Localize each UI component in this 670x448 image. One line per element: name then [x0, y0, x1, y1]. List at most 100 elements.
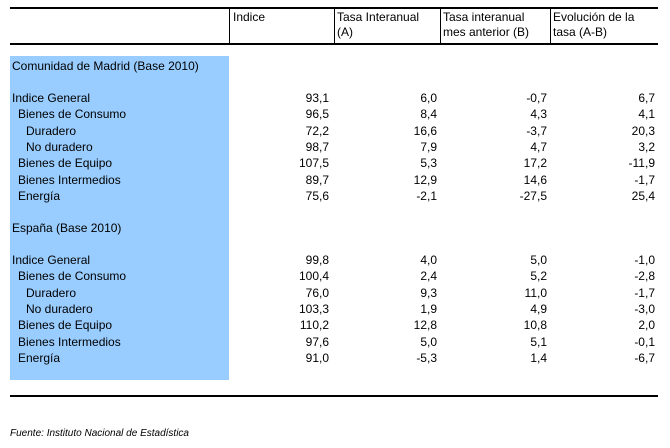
- value-cell: -5,3: [416, 350, 437, 365]
- value-cell: 14,6: [523, 172, 547, 187]
- value-cell: 16,6: [413, 123, 437, 138]
- value-cell: 9,3: [420, 285, 437, 300]
- value-cell: 12,9: [413, 172, 437, 187]
- value-cell: -11,9: [628, 156, 655, 171]
- value-cell: 91,0: [305, 350, 329, 365]
- row-label: Duradero: [26, 123, 77, 138]
- value-cell: -0,7: [526, 91, 547, 105]
- table-row: Bienes de Equipo 110,2 12,8 10,8 2,0: [0, 317, 670, 333]
- row-label: Duradero: [26, 285, 77, 300]
- value-cell: 7,9: [420, 139, 437, 154]
- table-row: Bienes de Equipo 107,5 5,3 17,2 -11,9: [0, 155, 670, 171]
- value-cell: -3,7: [526, 123, 547, 138]
- table-row: Indice General 93,1 6,0 -0,7 6,7: [0, 90, 670, 106]
- value-cell: 4,3: [530, 107, 547, 122]
- value-cell: 4,7: [530, 139, 547, 154]
- value-cell: 17,2: [523, 156, 547, 171]
- row-label: Bienes de Equipo: [18, 318, 113, 333]
- section-title: Comunidad de Madrid (Base 2010): [12, 59, 199, 73]
- value-cell: 20,3: [631, 123, 655, 138]
- row-label: No duradero: [26, 139, 93, 154]
- value-cell: 6,7: [638, 91, 655, 105]
- value-cell: 6,0: [420, 91, 437, 105]
- value-cell: 5,3: [420, 156, 437, 171]
- header-divider: [229, 8, 230, 43]
- value-cell: 2,0: [638, 318, 655, 333]
- value-cell: 75,6: [305, 188, 329, 203]
- footer-rule: [10, 395, 658, 397]
- row-label: Bienes de Equipo: [18, 156, 113, 171]
- header-tasa-interanual-line1: Tasa Interanual: [337, 10, 420, 24]
- header-evolucion-line2: tasa (A-B): [553, 25, 608, 39]
- row-label: Bienes Intermedios: [18, 334, 121, 349]
- value-cell: 110,2: [299, 318, 329, 333]
- section-title: España (Base 2010): [12, 221, 122, 235]
- table-row: No duradero 98,7 7,9 4,7 3,2: [0, 139, 670, 155]
- value-cell: 10,8: [523, 318, 547, 333]
- table-row: Bienes de Consumo 96,5 8,4 4,3 4,1: [0, 106, 670, 122]
- value-cell: -0,1: [634, 334, 655, 349]
- row-label: Indice General: [12, 253, 91, 267]
- table-row: Duradero 76,0 9,3 11,0 -1,7: [0, 285, 670, 301]
- row-label: No duradero: [26, 301, 93, 316]
- value-cell: -1,7: [634, 172, 655, 187]
- row-label: Bienes Intermedios: [18, 172, 121, 187]
- header-divider: [334, 8, 335, 43]
- row-label: Bienes de Consumo: [18, 269, 127, 284]
- value-cell: 107,5: [298, 156, 329, 171]
- value-cell: 3,2: [638, 139, 655, 154]
- value-cell: -6,7: [634, 350, 655, 365]
- label-column-background: [10, 56, 229, 380]
- value-cell: 2,4: [420, 269, 437, 284]
- value-cell: 97,6: [305, 334, 329, 349]
- value-cell: 4,0: [420, 253, 437, 267]
- table-row: Bienes de Consumo 100,4 2,4 5,2 -2,8: [0, 268, 670, 284]
- value-cell: 100,4: [298, 269, 329, 284]
- value-cell: 11,0: [524, 285, 547, 300]
- value-cell: 1,4: [530, 350, 547, 365]
- row-label: Energía: [18, 188, 61, 203]
- value-cell: 93,1: [305, 91, 329, 105]
- header-evolucion: Evolución de la tasa (A-B): [553, 10, 634, 40]
- header-tasa-interanual-line2: (A): [337, 25, 353, 39]
- value-cell: 4,9: [530, 301, 547, 316]
- header-divider: [550, 8, 551, 43]
- value-cell: 5,0: [530, 253, 547, 267]
- value-cell: 72,2: [305, 123, 329, 138]
- value-cell: 12,8: [413, 318, 437, 333]
- table-row: Energía 91,0 -5,3 1,4 -6,7: [0, 350, 670, 366]
- table-row: No duradero 103,3 1,9 4,9 -3,0: [0, 301, 670, 317]
- value-cell: 5,2: [530, 269, 547, 284]
- row-label: Indice General: [12, 91, 91, 105]
- value-cell: -27,5: [519, 188, 547, 203]
- value-cell: 103,3: [298, 301, 329, 316]
- header-evolucion-line1: Evolución de la: [553, 10, 635, 24]
- value-cell: 25,4: [631, 188, 655, 203]
- header-tasa-mes-anterior-line1: Tasa interanual: [443, 10, 525, 24]
- value-cell: -1,0: [634, 253, 655, 267]
- value-cell: 99,8: [305, 253, 329, 267]
- value-cell: 98,7: [305, 139, 329, 154]
- value-cell: 89,7: [305, 172, 329, 187]
- table-row: Duradero 72,2 16,6 -3,7 20,3: [0, 123, 670, 139]
- header-bottom-rule: [10, 43, 658, 45]
- row-label: Energía: [18, 350, 61, 365]
- value-cell: 5,1: [530, 334, 547, 349]
- value-cell: -1,7: [634, 285, 655, 300]
- value-cell: 8,4: [420, 107, 437, 122]
- header-tasa-mes-anterior-line2: mes anterior (B): [443, 25, 530, 39]
- value-cell: -2,1: [416, 188, 437, 203]
- value-cell: 5,0: [420, 334, 437, 349]
- table-row: Bienes Intermedios 89,7 12,9 14,6 -1,7: [0, 172, 670, 188]
- table-row: Indice General 99,8 4,0 5,0 -1,0: [0, 252, 670, 268]
- value-cell: 4,1: [638, 107, 655, 122]
- value-cell: -3,0: [634, 301, 655, 316]
- table-row: Energía 75,6 -2,1 -27,5 25,4: [0, 188, 670, 204]
- header-tasa-mes-anterior: Tasa interanual mes anterior (B): [443, 10, 529, 40]
- value-cell: 76,0: [305, 285, 329, 300]
- value-cell: 96,5: [305, 107, 329, 122]
- header-tasa-interanual: Tasa Interanual (A): [337, 10, 419, 40]
- source-note: Fuente: Instituto Nacional de Estadístic…: [10, 428, 189, 439]
- header-indice: Indice: [233, 10, 266, 24]
- value-cell: -2,8: [634, 269, 655, 284]
